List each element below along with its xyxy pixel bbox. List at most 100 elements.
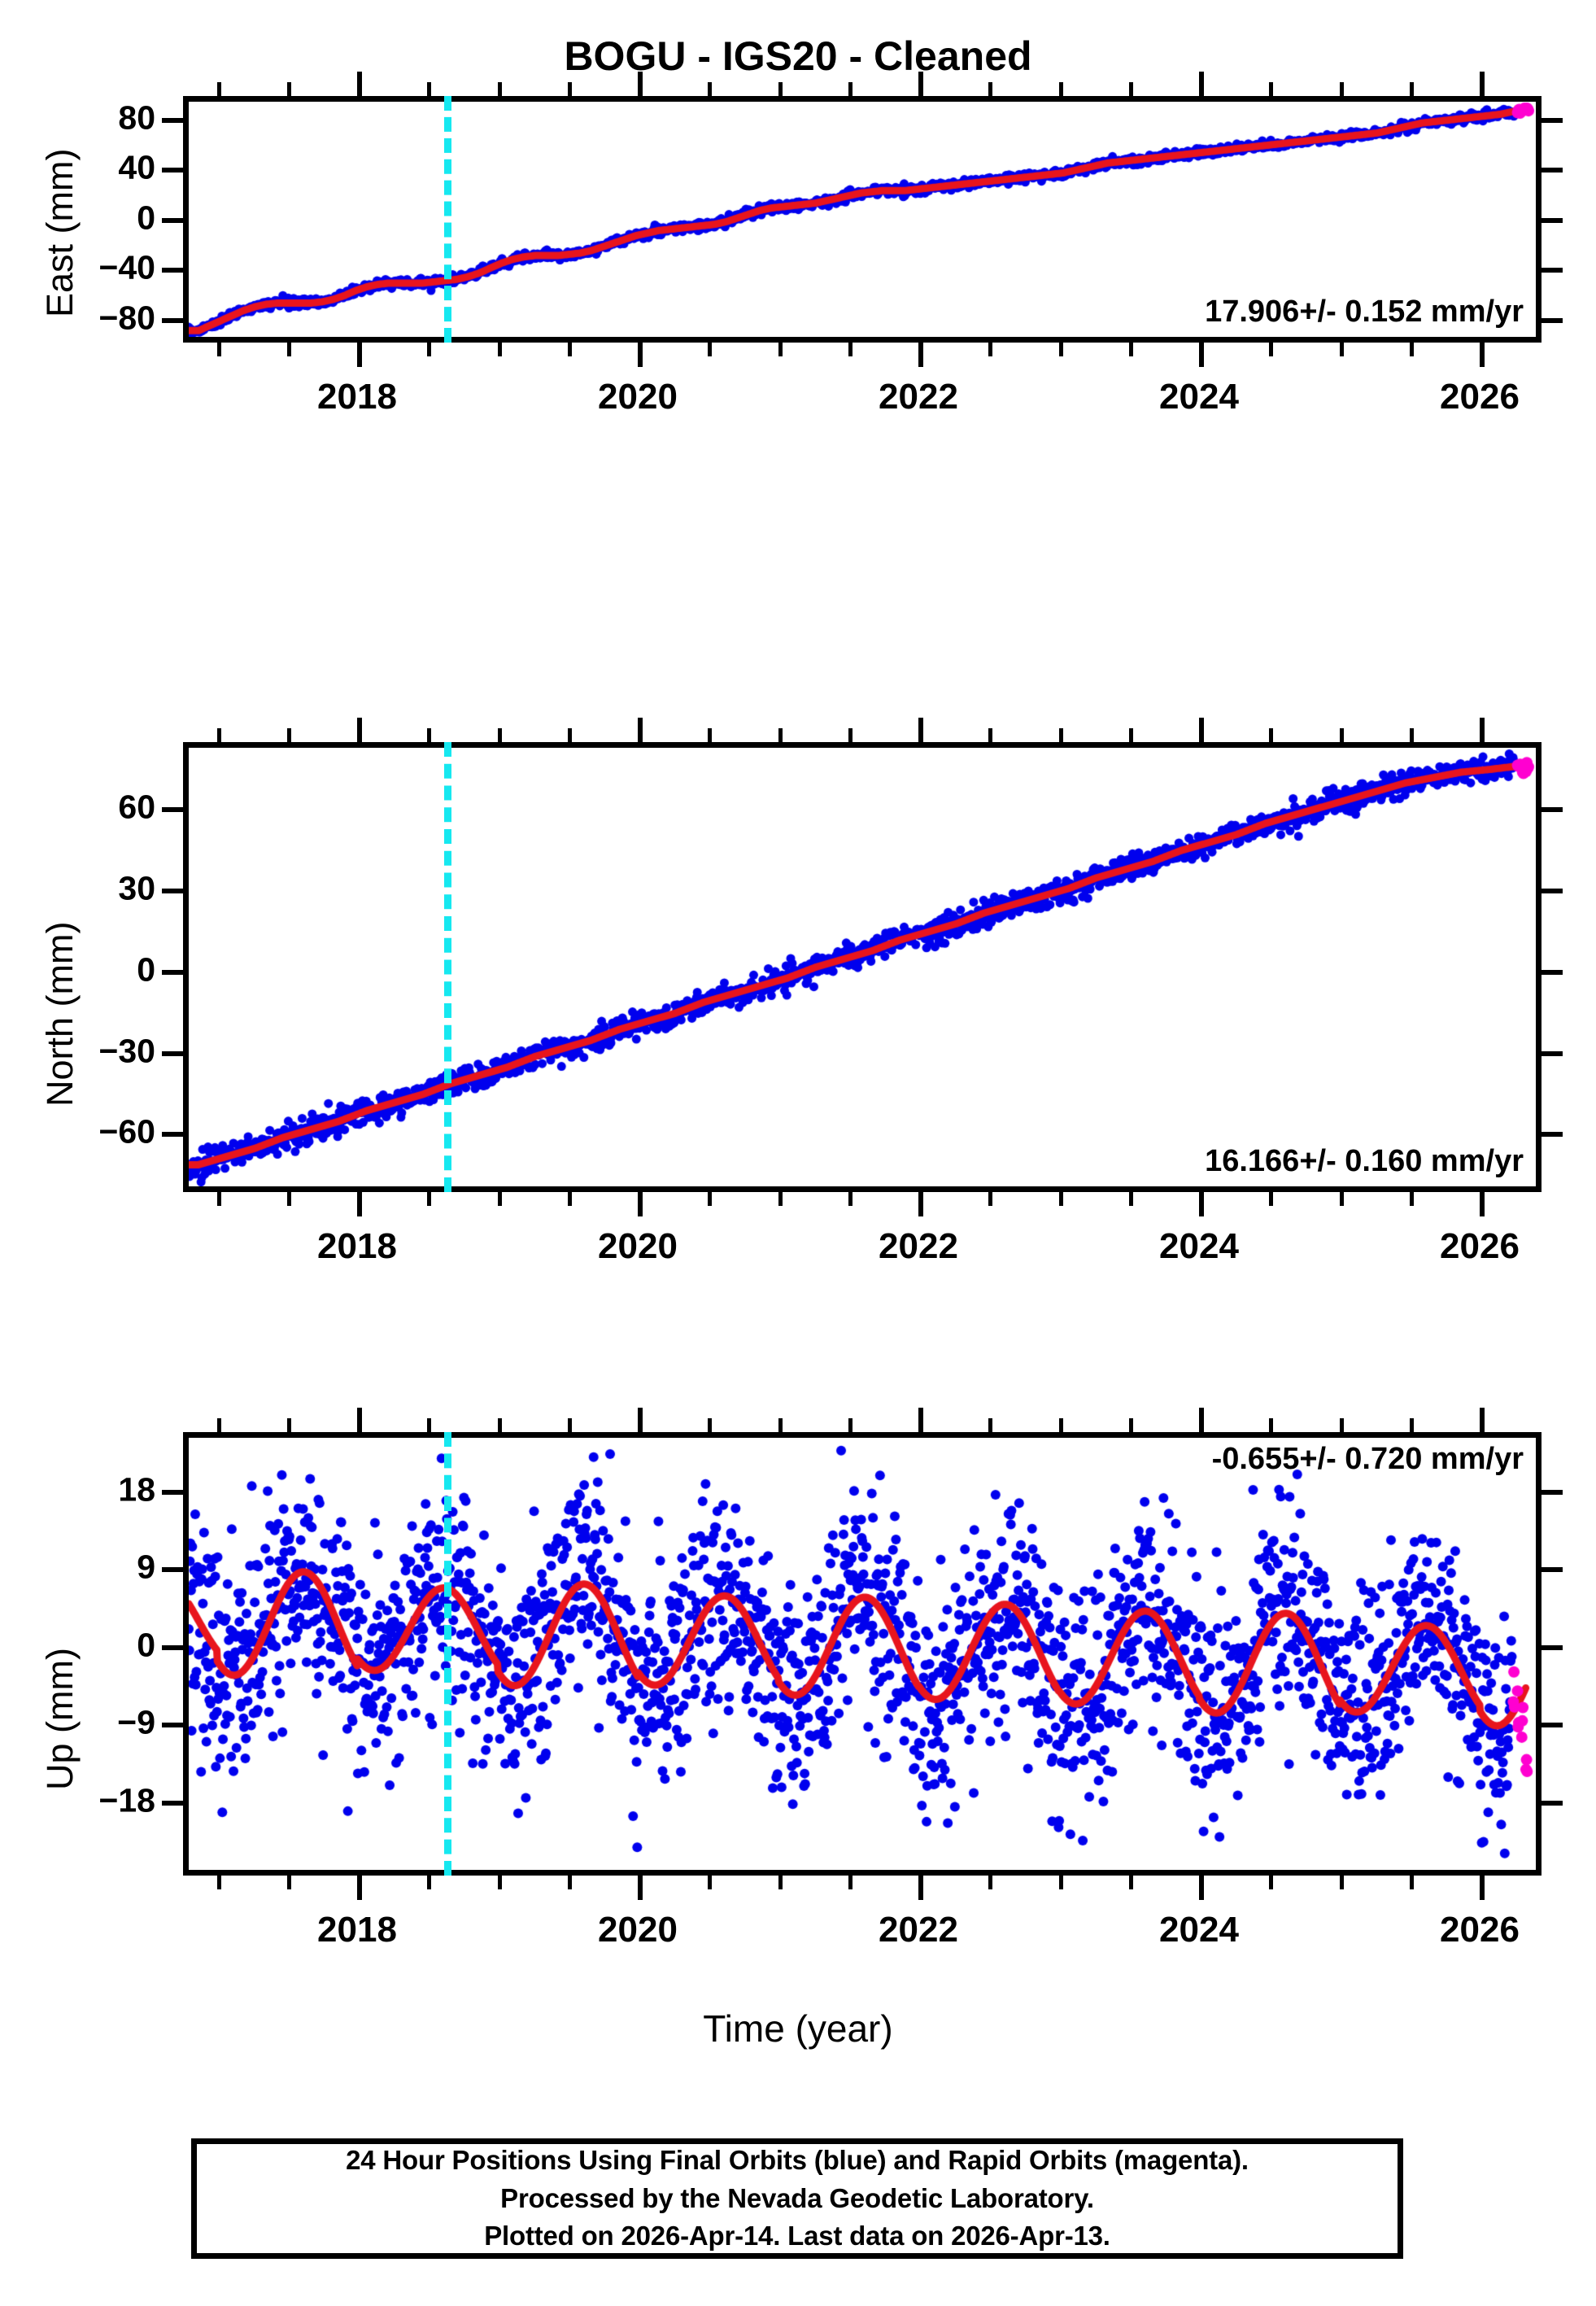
xtick-mark-top-minor (1058, 728, 1063, 742)
xtick-mark-minor (1269, 343, 1274, 356)
xtick-mark-top-minor (216, 82, 221, 96)
xtick-mark-top-minor (216, 728, 221, 742)
ytick-mark (162, 117, 183, 123)
xtick-mark-top-minor (848, 1418, 853, 1432)
xtick-mark-minor (778, 1876, 783, 1889)
xtick-mark-top (357, 718, 362, 742)
xtick-label: 2024 (1159, 1910, 1239, 1950)
xtick-mark-minor (708, 1192, 713, 1206)
ytick-mark (162, 807, 183, 813)
xtick-mark-minor (427, 343, 432, 356)
ytick-mark (162, 217, 183, 223)
ytick-label: 0 (137, 1626, 155, 1664)
ytick-mark-right (1541, 807, 1563, 813)
xtick-mark-top (1199, 72, 1204, 96)
ytick-label: 60 (118, 788, 155, 826)
ylabel-up: Up (mm) (39, 1648, 81, 1790)
xtick-mark-minor (848, 1192, 853, 1206)
xtick-mark-top (357, 72, 362, 96)
rate-annotation-up: -0.655+/- 0.720 mm/yr (1211, 1442, 1524, 1476)
xtick-mark-top-minor (708, 728, 713, 742)
xtick-label: 2026 (1440, 1910, 1520, 1950)
xtick-mark-minor (778, 1192, 783, 1206)
xtick-mark-minor (988, 343, 993, 356)
xtick-mark-top-minor (1409, 1418, 1414, 1432)
xtick-mark-top (638, 1408, 643, 1432)
ytick-mark-right (1541, 969, 1563, 975)
xtick-mark-top (638, 72, 643, 96)
panel-up-plot (189, 1438, 1536, 1870)
xtick-mark (1480, 1192, 1485, 1216)
xtick-mark (918, 1192, 923, 1216)
xtick-mark-minor (1058, 343, 1063, 356)
xtick-label: 2022 (879, 1910, 958, 1950)
xtick-mark (638, 343, 643, 367)
xtick-mark-minor (1409, 1192, 1414, 1206)
caption-line-3: Plotted on 2026-Apr-14. Last data on 202… (484, 2221, 1110, 2251)
xtick-mark-minor (567, 1876, 572, 1889)
ytick-mark (162, 1723, 183, 1728)
xtick-mark-top-minor (1058, 82, 1063, 96)
xtick-mark-top-minor (1269, 1418, 1274, 1432)
ytick-mark (162, 1132, 183, 1138)
xtick-mark (1199, 1876, 1204, 1900)
xtick-mark-top-minor (1128, 728, 1133, 742)
xtick-mark-top-minor (497, 82, 502, 96)
ytick-label: −80 (98, 299, 155, 337)
xtick-mark-top-minor (286, 1418, 291, 1432)
xtick-mark (357, 1876, 362, 1900)
xtick-mark-top (1480, 72, 1485, 96)
xtick-mark-minor (1269, 1876, 1274, 1889)
xtick-mark-minor (778, 343, 783, 356)
xtick-mark-top-minor (988, 82, 993, 96)
ytick-mark-right (1541, 1801, 1563, 1806)
rate-annotation-east: 17.906+/- 0.152 mm/yr (1205, 295, 1524, 329)
ytick-mark (162, 1644, 183, 1650)
event-line (443, 1432, 451, 1876)
caption-line-2: Processed by the Nevada Geodetic Laborat… (500, 2182, 1094, 2213)
xtick-label: 2020 (598, 377, 678, 417)
xtick-mark (1199, 1192, 1204, 1216)
caption-box: 24 Hour Positions Using Final Orbits (bl… (191, 2138, 1403, 2259)
xtick-mark-top-minor (1269, 82, 1274, 96)
ytick-mark-right (1541, 1723, 1563, 1728)
xtick-label: 2020 (598, 1226, 678, 1266)
xtick-mark (638, 1192, 643, 1216)
xtick-mark-top-minor (567, 728, 572, 742)
ytick-label: 80 (118, 98, 155, 137)
ytick-mark-right (1541, 268, 1563, 273)
xtick-mark-top (918, 1408, 923, 1432)
xtick-mark-top-minor (708, 82, 713, 96)
xtick-mark-minor (497, 343, 502, 356)
ytick-mark (162, 1567, 183, 1573)
xtick-mark-minor (1128, 1876, 1133, 1889)
panel-north-plot (189, 748, 1536, 1186)
xtick-mark-top-minor (988, 728, 993, 742)
xtick-label: 2020 (598, 1910, 678, 1950)
xtick-label: 2024 (1159, 1226, 1239, 1266)
xtick-mark-top (1480, 1408, 1485, 1432)
xtick-mark-top-minor (1269, 728, 1274, 742)
ytick-mark-right (1541, 317, 1563, 323)
xtick-mark-top-minor (1128, 1418, 1133, 1432)
xtick-mark-minor (1409, 1876, 1414, 1889)
panel-east-plot (189, 102, 1536, 337)
xtick-label: 2018 (317, 1910, 397, 1950)
xtick-mark-top-minor (567, 1418, 572, 1432)
ytick-label: −30 (98, 1032, 155, 1070)
xtick-mark-minor (988, 1192, 993, 1206)
xtick-mark-minor (988, 1876, 993, 1889)
xtick-mark-top-minor (778, 82, 783, 96)
xtick-mark-minor (216, 1192, 221, 1206)
ytick-mark-right (1541, 1644, 1563, 1650)
xtick-label: 2018 (317, 1226, 397, 1266)
ytick-mark-right (1541, 168, 1563, 173)
xtick-mark-top (638, 718, 643, 742)
xtick-mark-minor (286, 1192, 291, 1206)
ytick-mark-right (1541, 1050, 1563, 1056)
xtick-mark (1480, 1876, 1485, 1900)
xtick-label: 2026 (1440, 1226, 1520, 1266)
xtick-label: 2022 (879, 1226, 958, 1266)
xtick-mark (638, 1876, 643, 1900)
xtick-label: 2018 (317, 377, 397, 417)
